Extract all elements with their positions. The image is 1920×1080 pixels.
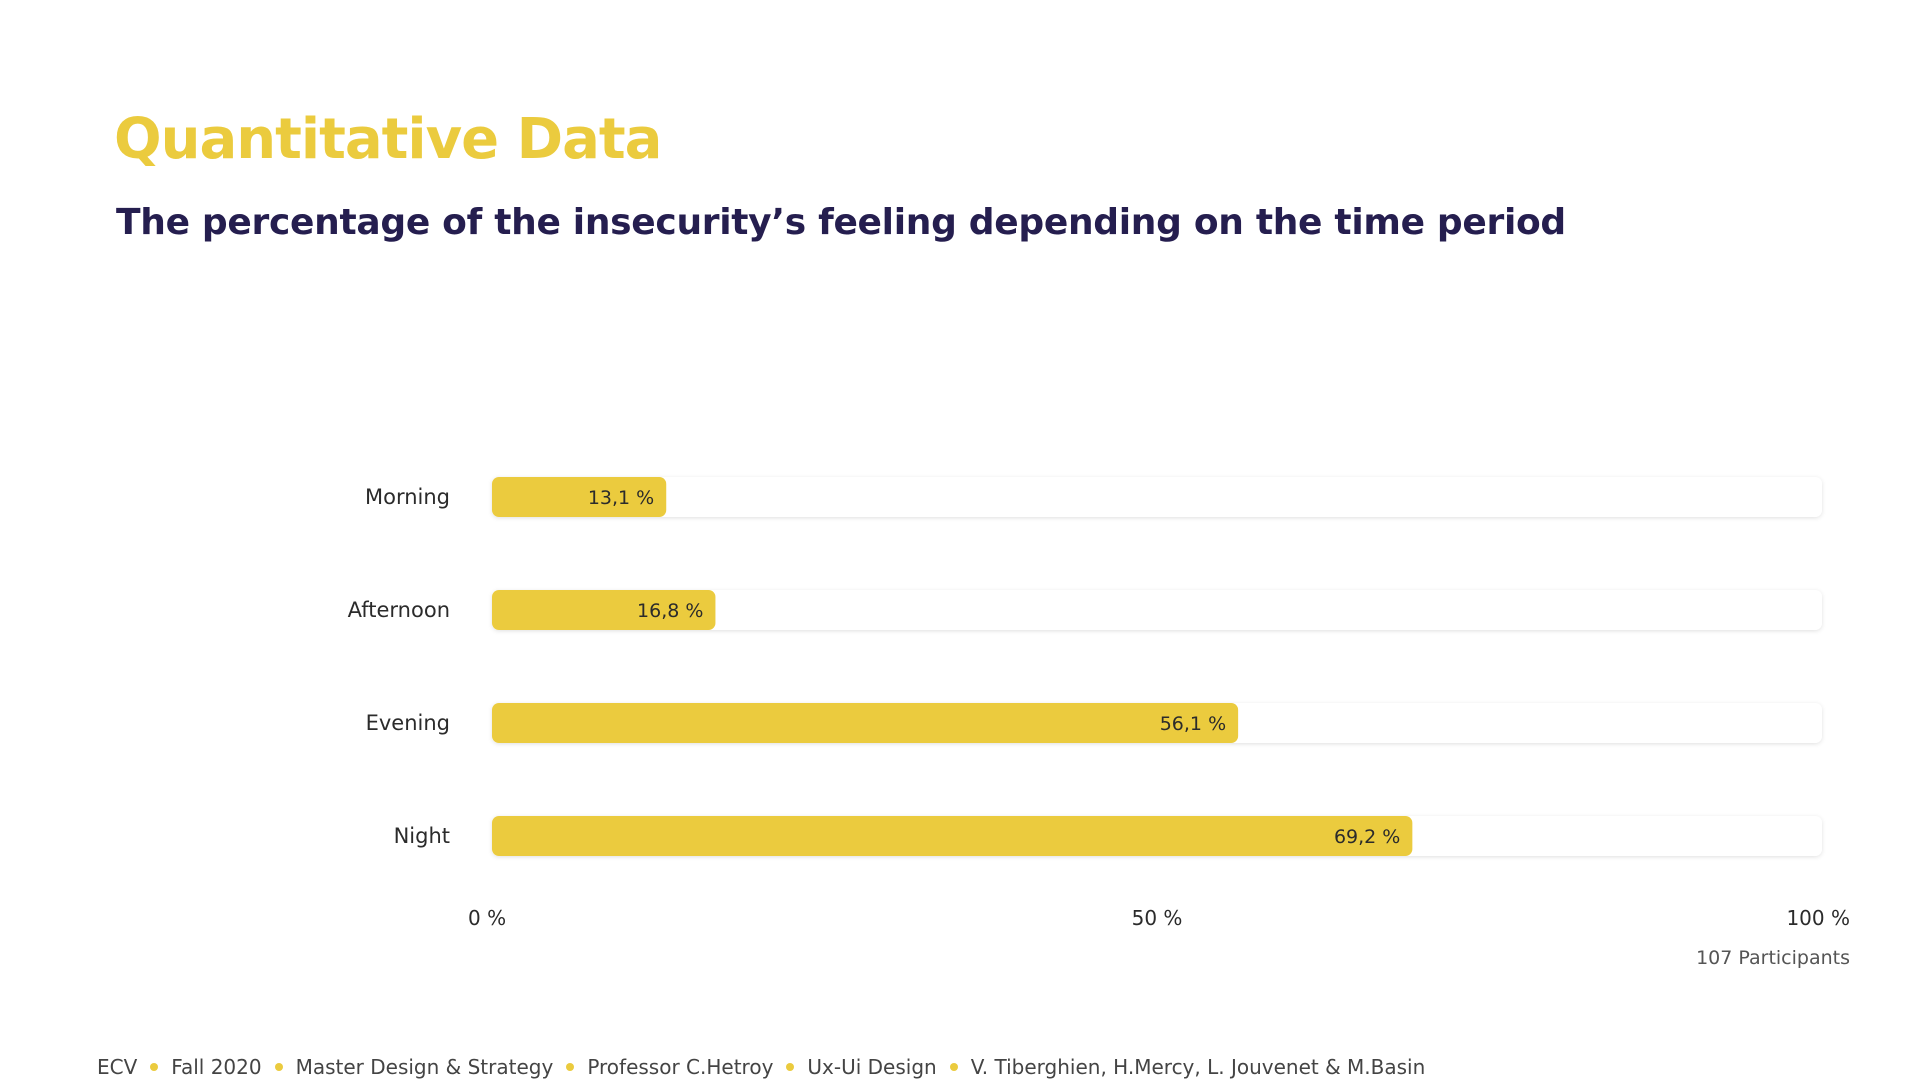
bar-night — [492, 816, 1413, 856]
bar-row-evening: Evening 56,1 % — [366, 703, 1822, 743]
value-label: 13,1 % — [588, 487, 654, 509]
category-label: Afternoon — [348, 598, 450, 622]
footer-item: V. Tiberghien, H.Mercy, L. Jouvenet & M.… — [970, 1055, 1426, 1079]
footer-item: ECV — [97, 1055, 138, 1079]
category-label: Evening — [366, 711, 450, 735]
category-label: Morning — [365, 485, 450, 509]
bar-track — [492, 590, 1822, 630]
bar-morning — [492, 477, 667, 517]
footer-separator-dot — [949, 1063, 958, 1071]
category-label: Night — [394, 824, 450, 848]
bars-layer: Morning 13,1 % Afternoon 16,8 % Evening 56,1 … — [348, 477, 1822, 856]
footer-separator-dot — [274, 1063, 283, 1071]
footer-item: Fall 2020 — [171, 1055, 262, 1079]
footer-separator-dot — [150, 1063, 159, 1071]
value-label: 56,1 % — [1160, 713, 1226, 735]
bar-track — [492, 477, 1822, 517]
value-label: 69,2 % — [1334, 826, 1400, 848]
bar-row-afternoon: Afternoon 16,8 % — [348, 590, 1822, 630]
page-subtitle: The percentage of the insecurity’s feeli… — [116, 202, 1566, 243]
bar-afternoon — [492, 590, 716, 630]
x-tick-label: 50 % — [1132, 906, 1183, 930]
footer-separator-dot — [786, 1063, 795, 1071]
bar-row-night: Night 69,2 % — [394, 816, 1822, 856]
footer-item: Ux-Ui Design — [807, 1055, 937, 1079]
x-axis-ticks: 0 % 50 % 100 % — [468, 906, 1850, 930]
participants-note: 107 Participants — [1696, 947, 1850, 969]
footer-item: Professor C.Hetroy — [587, 1055, 774, 1079]
footer-separator-dot — [566, 1063, 575, 1071]
bar-evening — [492, 703, 1239, 743]
x-tick-label: 0 % — [468, 906, 506, 930]
footer: ECV Fall 2020 Master Design & Strategy Prof… — [97, 1054, 1425, 1080]
x-tick-label: 100 % — [1786, 906, 1850, 930]
page-title: Quantitative Data — [114, 107, 662, 172]
value-label: 16,8 % — [637, 600, 703, 622]
footer-item: Master Design & Strategy — [295, 1055, 554, 1079]
bar-row-morning: Morning 13,1 % — [365, 477, 1822, 517]
